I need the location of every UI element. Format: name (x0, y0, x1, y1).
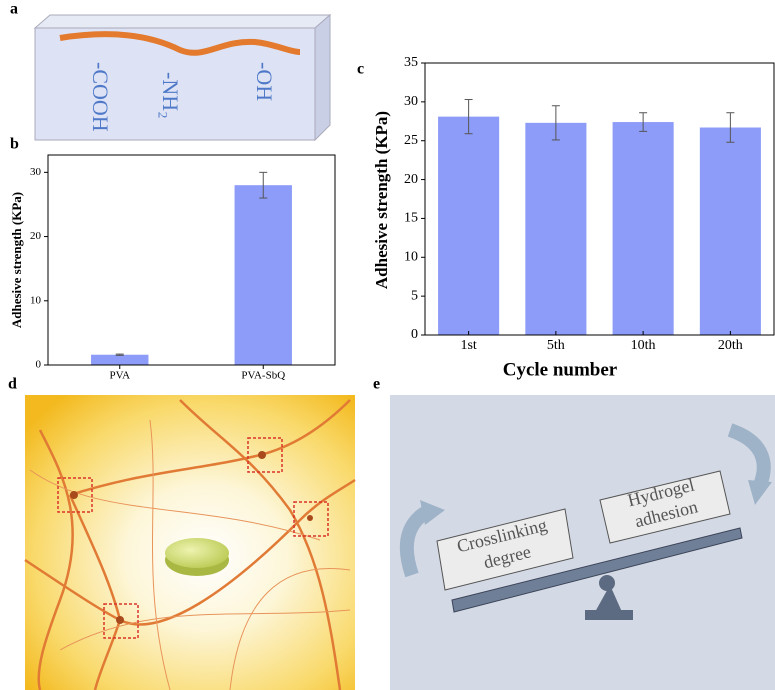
y-tick-label: 35 (404, 55, 418, 70)
fulcrum-base (585, 610, 633, 620)
box-side (315, 15, 330, 140)
x-tick-label: PVA-SbQ (241, 370, 285, 382)
panel-label: a (10, 1, 18, 18)
y-tick-label: 0 (411, 327, 418, 342)
y-tick-label: 10 (404, 250, 418, 265)
y-axis-title: Adhesive strength (KPa) (372, 111, 391, 289)
y-tick-label: 10 (30, 294, 42, 306)
functional-group: -COOH (88, 62, 113, 132)
bar (525, 123, 586, 335)
x-tick-label: 10th (631, 338, 656, 353)
bar (91, 355, 148, 365)
y-tick-label: 0 (36, 359, 42, 371)
box-top (35, 15, 330, 28)
y-tick-label: 20 (404, 172, 418, 187)
bar (438, 117, 499, 335)
panel-label: c (357, 61, 364, 78)
x-tick-label: 20th (718, 338, 743, 353)
y-tick-label: 15 (404, 211, 418, 226)
functional-group: -NH₂ (158, 72, 183, 119)
figure: abcde-COOH-NH₂-OHCrosslinkingdegreeHydro… (0, 0, 775, 690)
functional-group: -OH (252, 62, 277, 101)
panel-d (25, 395, 355, 690)
y-tick-label: 5 (411, 288, 418, 303)
panel-label: b (10, 136, 19, 153)
bar (613, 122, 674, 335)
y-tick-label: 30 (30, 166, 42, 178)
y-tick-label: 30 (404, 94, 418, 109)
x-tick-label: PVA (109, 370, 130, 382)
bar (235, 185, 292, 365)
bar (700, 128, 761, 335)
y-axis-title: Adhesive strength (KPa) (9, 192, 24, 328)
pivot (599, 575, 615, 591)
panel-label: e (373, 376, 380, 393)
y-tick-label: 25 (404, 133, 418, 148)
x-tick-label: 5th (547, 338, 565, 353)
x-tick-label: 1st (460, 338, 476, 353)
panel-e (390, 395, 775, 690)
x-axis-title: Cycle number (503, 359, 618, 380)
disk (165, 538, 229, 568)
panel-label: d (8, 376, 17, 393)
y-tick-label: 20 (30, 230, 42, 242)
